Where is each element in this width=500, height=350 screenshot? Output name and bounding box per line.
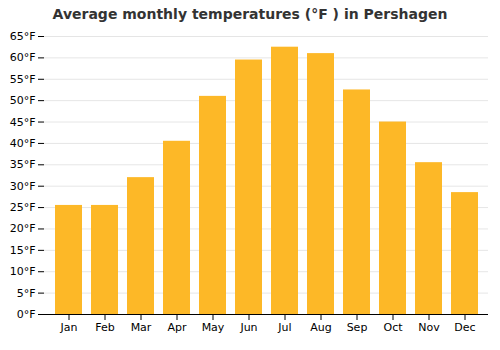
svg-text:45°F: 45°F (10, 116, 36, 129)
svg-text:Mar: Mar (131, 321, 152, 334)
svg-text:Sep: Sep (347, 321, 368, 334)
svg-text:50°F: 50°F (10, 94, 36, 107)
svg-text:5°F: 5°F (17, 287, 36, 300)
svg-text:Jan: Jan (60, 321, 78, 334)
html-text:Average monthly temperatures (: Average monthly temperatures (°F ) in Pe… (52, 6, 448, 22)
svg-text:Nov: Nov (418, 321, 440, 334)
svg-text:Jun: Jun (239, 321, 257, 334)
svg-text:35°F: 35°F (10, 158, 36, 171)
svg-text:10°F: 10°F (10, 265, 36, 278)
svg-text:65°F: 65°F (10, 30, 36, 43)
svg-text:0°F: 0°F (17, 308, 36, 321)
svg-text:Aug: Aug (310, 321, 331, 334)
svg-text:55°F: 55°F (10, 73, 36, 86)
svg-text:Feb: Feb (95, 321, 114, 334)
svg-text:20°F: 20°F (10, 222, 36, 235)
svg-text:Apr: Apr (167, 321, 187, 334)
svg-text:Jul: Jul (277, 321, 291, 334)
svg-text:25°F: 25°F (10, 201, 36, 214)
svg-text:Dec: Dec (454, 321, 475, 334)
svg-text:May: May (202, 321, 225, 334)
svg-text:Oct: Oct (383, 321, 403, 334)
svg-text:30°F: 30°F (10, 180, 36, 193)
svg-text:60°F: 60°F (10, 51, 36, 64)
svg-text:40°F: 40°F (10, 137, 36, 150)
svg-text:15°F: 15°F (10, 244, 36, 257)
